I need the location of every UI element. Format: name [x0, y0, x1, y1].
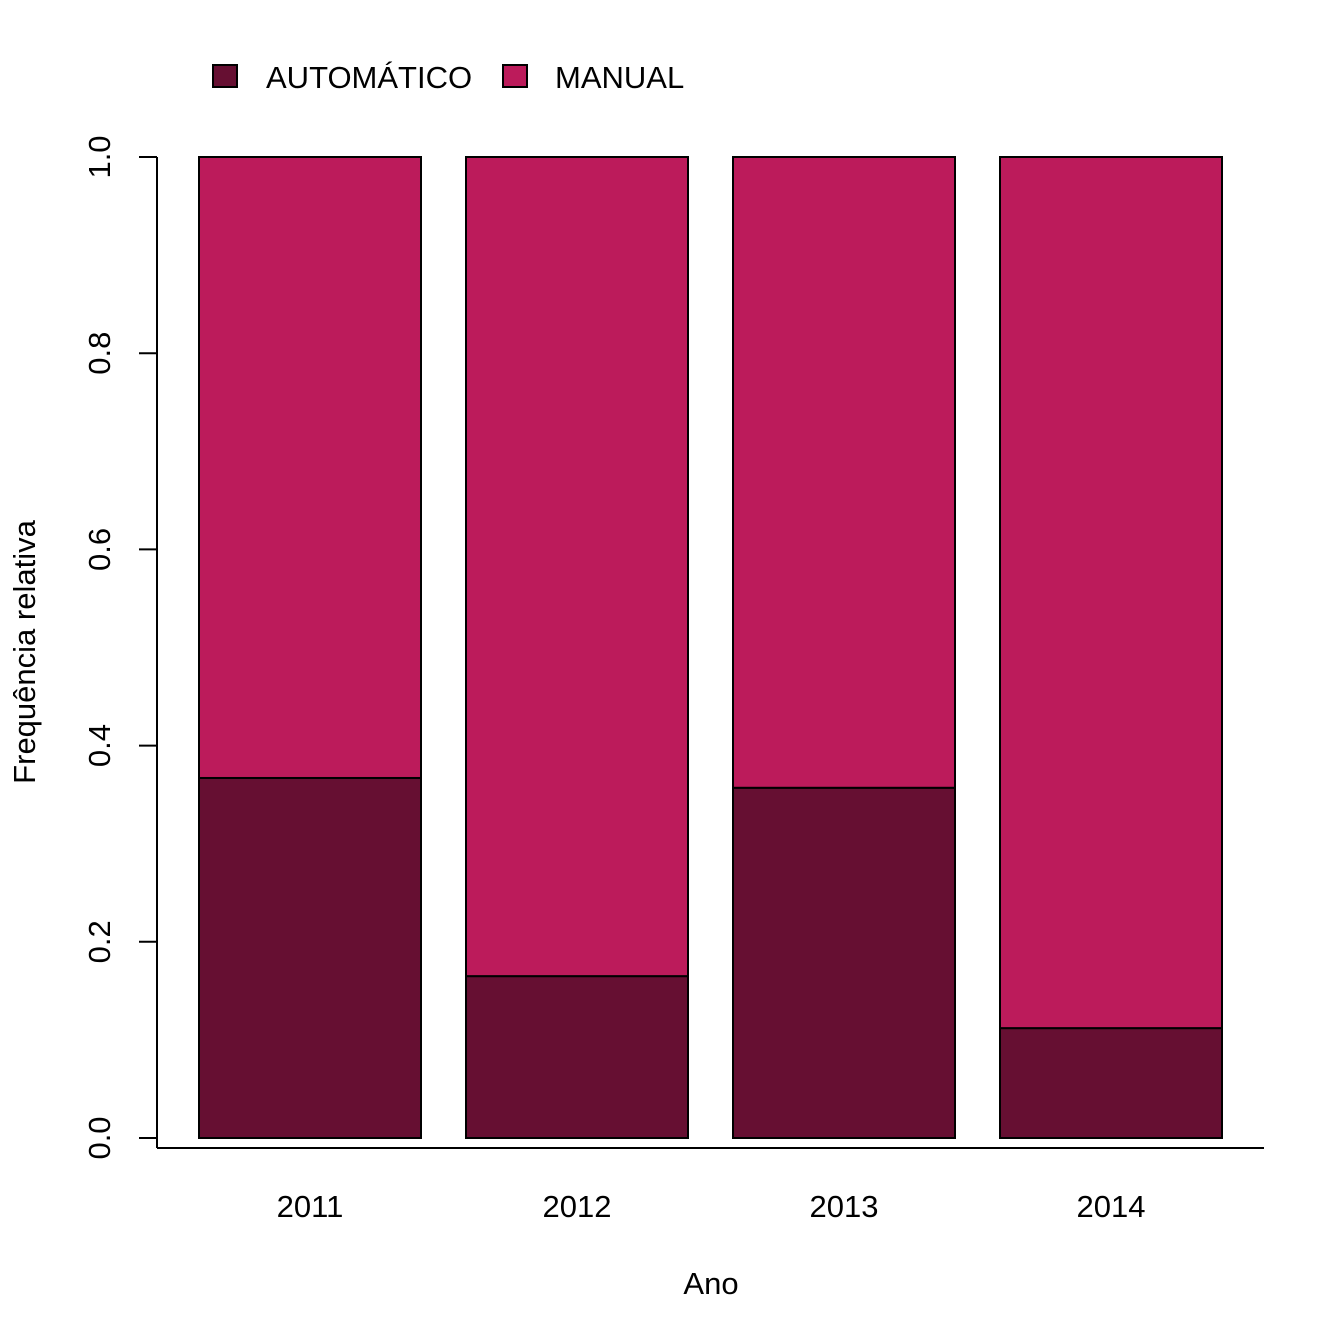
y-tick-label: 0.4 — [82, 724, 117, 767]
bar-automatico-2014 — [999, 1027, 1223, 1140]
y-axis-title: Frequência relativa — [7, 519, 42, 783]
x-axis-title: Ano — [683, 1266, 738, 1301]
bar-automatico-2011 — [198, 776, 422, 1140]
bar-manual-2013 — [732, 156, 956, 789]
legend-swatch-automatico — [212, 64, 238, 88]
legend: AUTOMÁTICO MANUAL — [212, 60, 684, 95]
y-tick-label: 0.8 — [82, 332, 117, 375]
bar-automatico-2013 — [732, 786, 956, 1140]
x-tick-label: 2012 — [543, 1189, 612, 1224]
axes: 2011 2012 2013 2014 0.0 0.2 0.4 0.6 0.8 1.0 — [82, 135, 1264, 1224]
legend-label-automatico: AUTOMÁTICO — [266, 60, 472, 95]
x-tick-label: 2014 — [1077, 1189, 1146, 1224]
y-tick-label: 0.2 — [82, 920, 117, 963]
y-tick-label: 1.0 — [82, 135, 117, 178]
bar-manual-2012 — [465, 156, 689, 978]
bars — [198, 156, 1223, 1140]
x-tick-label: 2011 — [277, 1189, 344, 1224]
bar-manual-2011 — [198, 156, 422, 779]
y-tick-label: 0.6 — [82, 528, 117, 571]
bar-automatico-2012 — [465, 975, 689, 1140]
x-tick-label: 2013 — [810, 1189, 879, 1224]
y-tick-label: 0.0 — [82, 1116, 117, 1159]
bar-manual-2014 — [999, 156, 1223, 1030]
legend-label-manual: MANUAL — [555, 60, 684, 95]
legend-swatch-manual — [502, 64, 528, 88]
